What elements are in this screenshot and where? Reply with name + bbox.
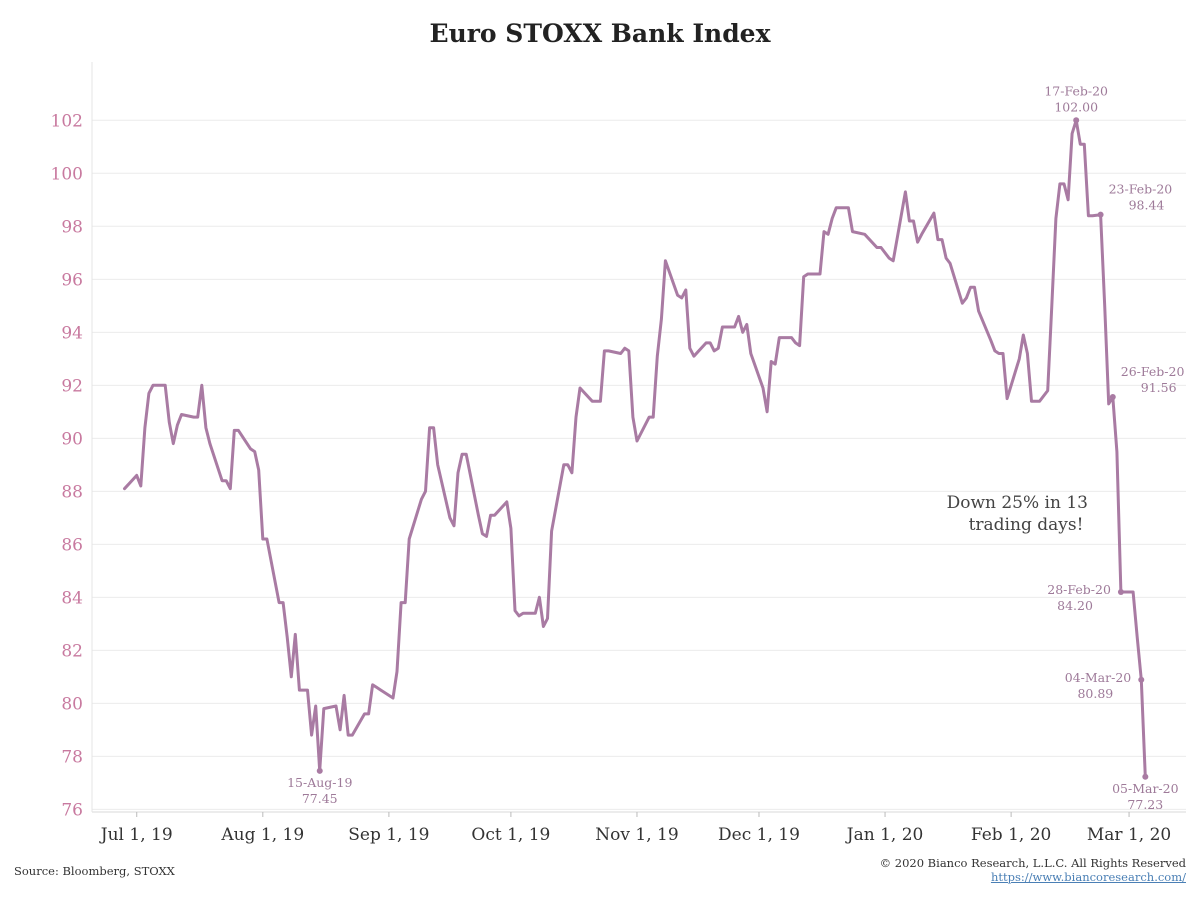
y-tick-label: 90	[61, 429, 83, 449]
annotation-value: 80.89	[1077, 686, 1113, 701]
annotation-date: 04-Mar-20	[1065, 670, 1132, 685]
annotation-value: 102.00	[1054, 99, 1098, 114]
annotation-point	[1142, 773, 1149, 780]
annotation-point	[1097, 211, 1104, 218]
y-axis-ticks: 76 78 80 82 84 86 88 90 92 94 96 98 100 102	[51, 111, 83, 820]
y-tick-label: 102	[51, 111, 83, 131]
y-tick-label: 80	[61, 694, 83, 714]
series-line	[123, 118, 1147, 779]
x-tick-label: Nov 1, 19	[595, 825, 678, 845]
website-link[interactable]: https://www.biancoresearch.com/	[990, 870, 1186, 884]
y-tick-label: 86	[61, 535, 83, 555]
annotation-point	[1117, 589, 1124, 596]
annotation-point	[1073, 117, 1080, 124]
annotation-date: 23-Feb-20	[1109, 182, 1173, 197]
annotation-point	[1138, 676, 1145, 683]
y-tick-label: 96	[61, 270, 83, 290]
annotation-value: 98.44	[1129, 198, 1165, 213]
copyright-block: © 2020 Bianco Research, L.L.C. All Right…	[880, 856, 1186, 884]
y-tick-label: 84	[61, 588, 83, 608]
annotation-date: 05-Mar-20	[1112, 781, 1179, 796]
annotation-date: 17-Feb-20	[1044, 83, 1108, 98]
x-axis-ticks: Jul 1, 19 Aug 1, 19 Sep 1, 19 Oct 1, 19 Nov …	[99, 812, 1171, 845]
x-tick-label: Oct 1, 19	[471, 825, 550, 845]
annotation-value: 84.20	[1057, 598, 1093, 613]
annotation-date: 26-Feb-20	[1121, 364, 1185, 379]
y-tick-label: 76	[61, 800, 83, 820]
grid-lines	[92, 119, 1186, 810]
x-tick-label: Sep 1, 19	[348, 825, 429, 845]
y-tick-label: 88	[61, 482, 83, 502]
y-tick-label: 98	[61, 217, 83, 237]
x-tick-label: Dec 1, 19	[718, 825, 800, 845]
x-tick-label: Jan 1, 20	[845, 825, 924, 845]
y-tick-label: 92	[61, 376, 83, 396]
copyright-text: © 2020 Bianco Research, L.L.C. All Right…	[879, 856, 1186, 870]
annotation-date: 15-Aug-19	[287, 775, 352, 790]
y-tick-label: 100	[51, 164, 83, 184]
x-tick-label: Feb 1, 20	[971, 825, 1051, 845]
y-tick-label: 78	[61, 747, 83, 767]
x-tick-label: Jul 1, 19	[99, 825, 173, 845]
x-tick-label: Mar 1, 20	[1087, 825, 1171, 845]
chart-title: Euro STOXX Bank Index	[430, 19, 772, 48]
y-tick-label: 82	[61, 641, 83, 661]
callout-text: Down 25% in 13 trading days!	[947, 493, 1094, 535]
source-note: Source: Bloomberg, STOXX	[14, 864, 175, 878]
annotation-value: 77.45	[302, 791, 338, 806]
annotation-point	[316, 767, 323, 774]
x-tick-label: Aug 1, 19	[220, 825, 304, 845]
callout-line-1: Down 25% in 13	[947, 493, 1088, 513]
y-tick-label: 94	[61, 323, 83, 343]
annotation-value: 91.56	[1141, 380, 1177, 395]
series-layer	[123, 118, 1147, 779]
annotation-date: 28-Feb-20	[1047, 582, 1111, 597]
annotation-point	[1109, 393, 1116, 400]
callout-line-2: trading days!	[969, 515, 1084, 535]
annotation-value: 77.23	[1127, 797, 1163, 812]
